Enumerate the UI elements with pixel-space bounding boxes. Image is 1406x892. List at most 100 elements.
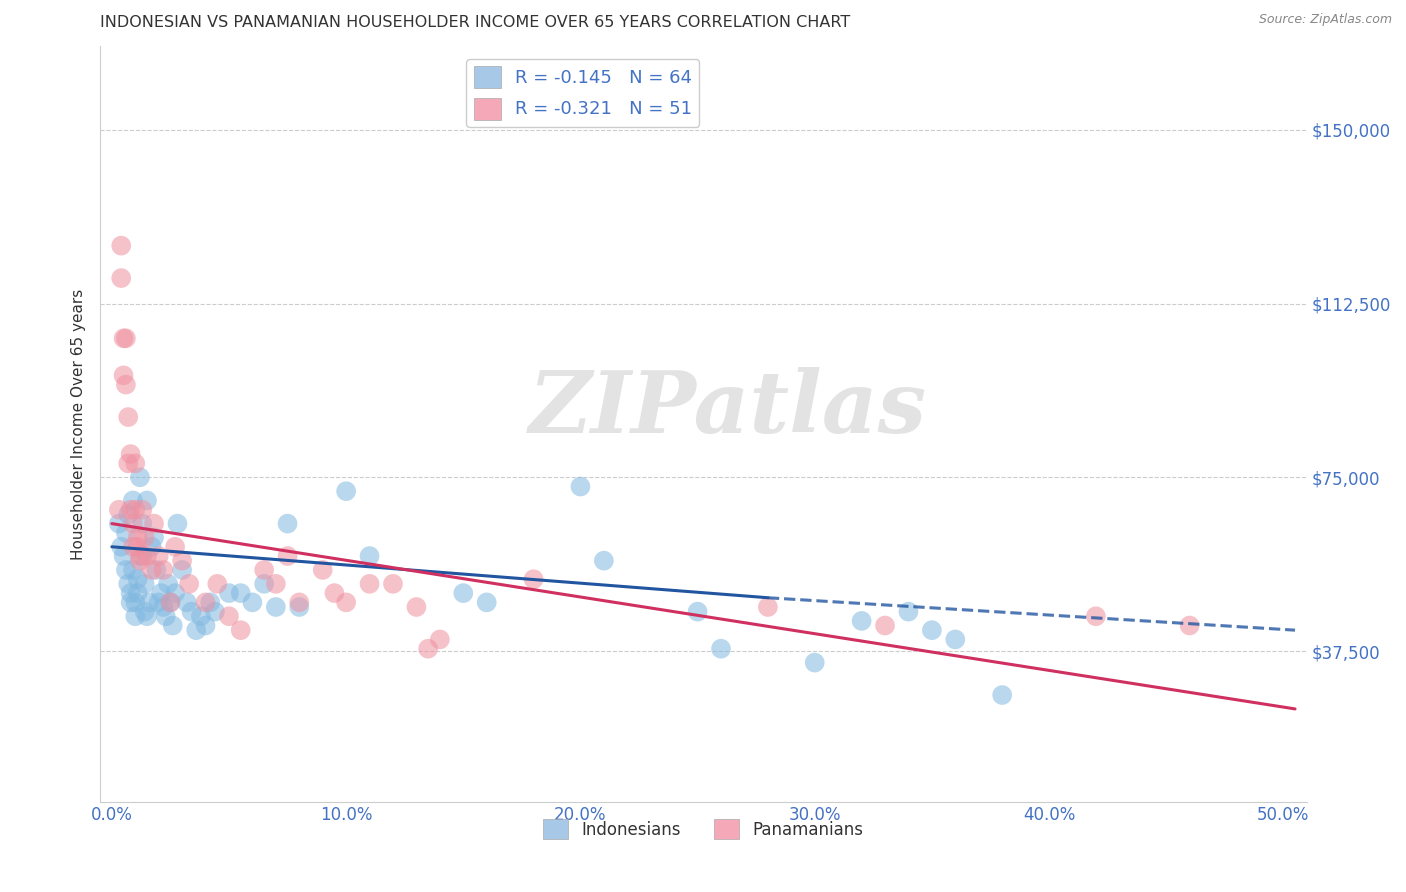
Point bbox=[117, 410, 139, 425]
Point bbox=[110, 271, 132, 285]
Point bbox=[756, 599, 779, 614]
Point bbox=[405, 599, 427, 614]
Point bbox=[108, 516, 131, 531]
Point bbox=[288, 599, 311, 614]
Point bbox=[218, 609, 240, 624]
Point bbox=[148, 549, 170, 563]
Point bbox=[127, 531, 149, 545]
Point bbox=[253, 563, 276, 577]
Point bbox=[117, 577, 139, 591]
Point bbox=[710, 641, 733, 656]
Point bbox=[991, 688, 1014, 702]
Point bbox=[172, 554, 194, 568]
Point bbox=[145, 563, 167, 577]
Point bbox=[204, 605, 226, 619]
Point bbox=[200, 595, 222, 609]
Point bbox=[157, 577, 180, 591]
Point bbox=[288, 595, 311, 609]
Point bbox=[143, 531, 166, 545]
Point bbox=[115, 525, 138, 540]
Point bbox=[112, 331, 135, 345]
Point bbox=[120, 586, 142, 600]
Point bbox=[277, 516, 299, 531]
Point bbox=[136, 609, 159, 624]
Point bbox=[129, 549, 152, 563]
Point bbox=[229, 586, 252, 600]
Point bbox=[165, 540, 187, 554]
Point bbox=[172, 563, 194, 577]
Point bbox=[108, 502, 131, 516]
Point bbox=[127, 540, 149, 554]
Point bbox=[124, 595, 146, 609]
Point bbox=[897, 605, 920, 619]
Point bbox=[131, 516, 153, 531]
Point bbox=[873, 618, 896, 632]
Point bbox=[127, 586, 149, 600]
Point bbox=[143, 516, 166, 531]
Point bbox=[159, 595, 181, 609]
Point bbox=[115, 563, 138, 577]
Point bbox=[117, 456, 139, 470]
Point bbox=[264, 599, 287, 614]
Point bbox=[134, 577, 156, 591]
Point bbox=[162, 618, 184, 632]
Point bbox=[134, 605, 156, 619]
Point bbox=[453, 586, 475, 600]
Point bbox=[136, 549, 159, 563]
Point bbox=[131, 549, 153, 563]
Point bbox=[122, 516, 145, 531]
Point bbox=[127, 572, 149, 586]
Point bbox=[124, 502, 146, 516]
Point bbox=[117, 508, 139, 522]
Point bbox=[186, 623, 208, 637]
Y-axis label: Householder Income Over 65 years: Householder Income Over 65 years bbox=[72, 288, 86, 559]
Point bbox=[523, 572, 546, 586]
Point bbox=[176, 595, 198, 609]
Point bbox=[180, 605, 202, 619]
Point bbox=[190, 609, 212, 624]
Point bbox=[207, 577, 229, 591]
Point bbox=[312, 563, 335, 577]
Point bbox=[120, 447, 142, 461]
Point bbox=[229, 623, 252, 637]
Point bbox=[359, 577, 381, 591]
Point bbox=[112, 368, 135, 383]
Point bbox=[359, 549, 381, 563]
Point bbox=[851, 614, 873, 628]
Point bbox=[152, 599, 174, 614]
Point bbox=[335, 595, 357, 609]
Point bbox=[592, 554, 614, 568]
Point bbox=[429, 632, 451, 647]
Point bbox=[110, 540, 132, 554]
Point bbox=[475, 595, 498, 609]
Point bbox=[124, 609, 146, 624]
Point bbox=[115, 331, 138, 345]
Point bbox=[166, 516, 188, 531]
Point bbox=[569, 479, 592, 493]
Point bbox=[115, 377, 138, 392]
Point bbox=[122, 493, 145, 508]
Point bbox=[335, 484, 357, 499]
Point bbox=[124, 456, 146, 470]
Point bbox=[155, 609, 177, 624]
Point bbox=[194, 595, 217, 609]
Point bbox=[803, 656, 825, 670]
Point bbox=[129, 470, 152, 484]
Point bbox=[686, 605, 709, 619]
Point bbox=[323, 586, 346, 600]
Point bbox=[382, 577, 405, 591]
Point bbox=[148, 595, 170, 609]
Point bbox=[122, 540, 145, 554]
Point bbox=[120, 502, 142, 516]
Point bbox=[141, 540, 163, 554]
Point bbox=[141, 563, 163, 577]
Point bbox=[253, 577, 276, 591]
Point bbox=[110, 238, 132, 252]
Point bbox=[943, 632, 966, 647]
Text: ZIPatlas: ZIPatlas bbox=[529, 368, 927, 450]
Point bbox=[159, 595, 181, 609]
Text: Source: ZipAtlas.com: Source: ZipAtlas.com bbox=[1258, 13, 1392, 27]
Point bbox=[418, 641, 440, 656]
Point bbox=[218, 586, 240, 600]
Point bbox=[120, 595, 142, 609]
